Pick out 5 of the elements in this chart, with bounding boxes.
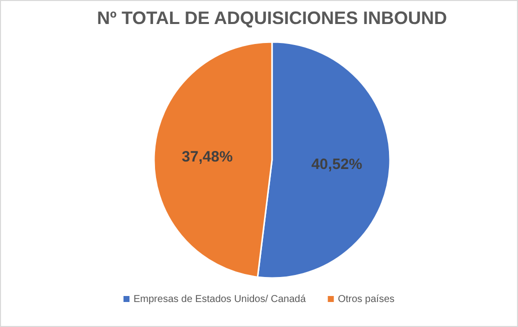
legend-label: Otros países (338, 294, 395, 305)
data-label: 40,52% (311, 156, 362, 174)
chart-title: Nº TOTAL DE ADQUISICIONES INBOUND (97, 8, 447, 28)
legend-label: Empresas de Estados Unidos/ Canadá (133, 294, 306, 305)
data-label: 37,48% (182, 148, 233, 166)
